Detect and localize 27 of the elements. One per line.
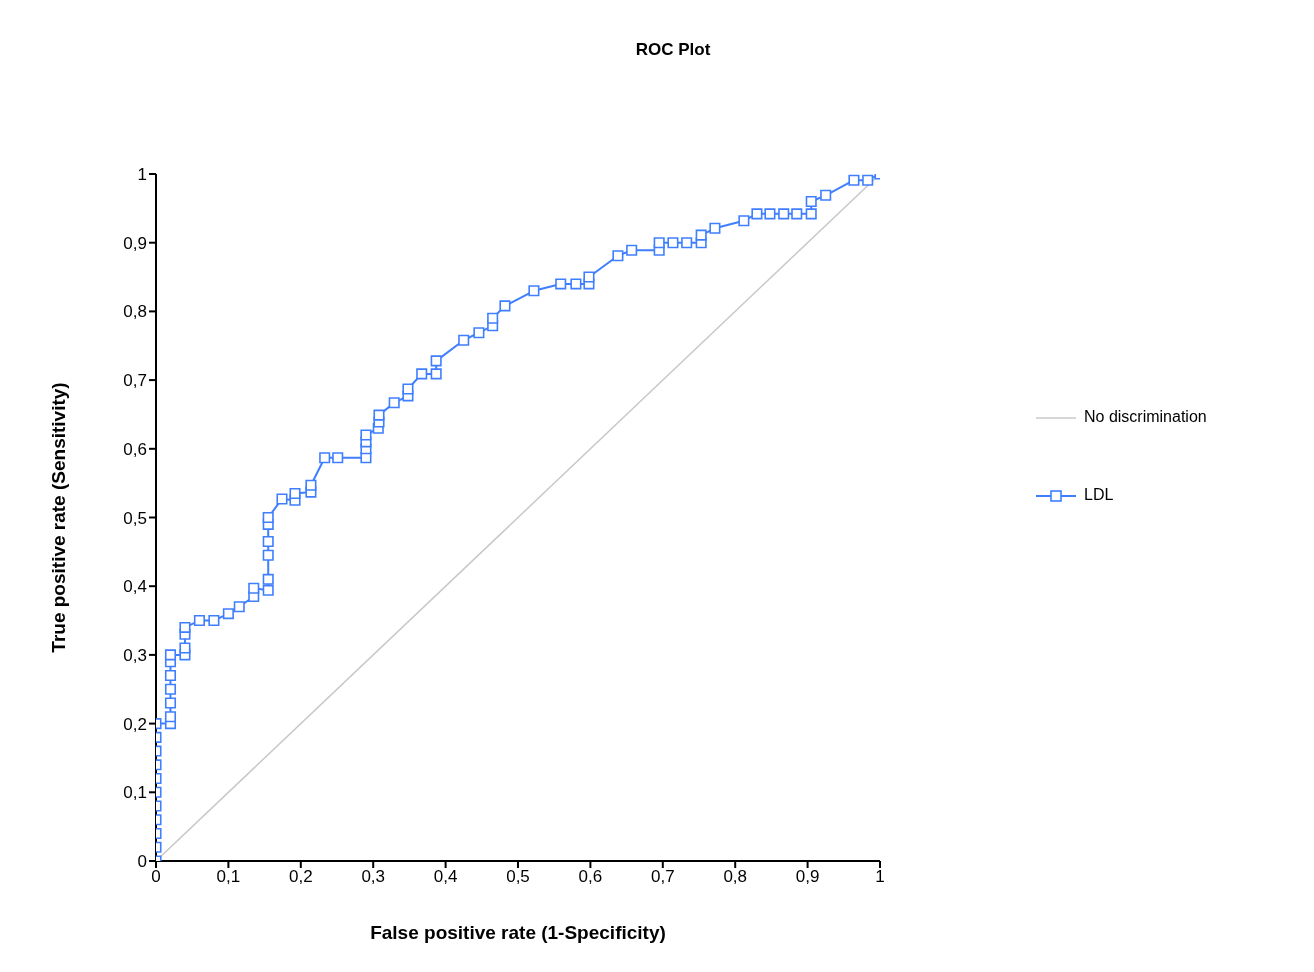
x-axis-title: False positive rate (1-Specificity) — [370, 922, 666, 943]
y-tick-label: 0,9 — [123, 233, 147, 253]
y-tick-label: 0,8 — [123, 302, 147, 322]
y-tick-label: 0,3 — [123, 645, 147, 665]
y-tick-label: 0,7 — [123, 371, 147, 391]
y-tick-label: 0,6 — [123, 439, 147, 459]
y-axis-title: True positive rate (Sensitivity) — [47, 382, 69, 653]
x-tick-label: 0,5 — [506, 867, 530, 887]
y-tick-label: 1 — [137, 165, 147, 185]
x-tick-label: 0,2 — [288, 867, 313, 887]
y-tick-label: 0 — [137, 852, 147, 872]
x-tick-label: 0,7 — [650, 867, 675, 887]
y-tick-label: 0,4 — [123, 577, 147, 597]
y-tick-label: 0,5 — [123, 508, 147, 528]
chart-title: ROC Plot — [634, 40, 712, 60]
x-tick-label: 1 — [875, 867, 885, 887]
x-tick-label: 0,8 — [723, 867, 748, 887]
x-tick-label: 0,6 — [578, 867, 603, 887]
x-tick-label: 0 — [151, 867, 161, 887]
x-tick-label: 0,1 — [216, 867, 241, 887]
x-tick-label: 0,3 — [361, 867, 386, 887]
x-tick-label: 0,9 — [795, 867, 820, 887]
y-tick-label: 0,1 — [123, 783, 147, 803]
legend-label: No discrimination — [1083, 408, 1208, 426]
x-tick-label: 0,4 — [433, 867, 458, 887]
y-tick-label: 0,2 — [123, 714, 147, 734]
legend-label: LDL — [1083, 486, 1115, 504]
